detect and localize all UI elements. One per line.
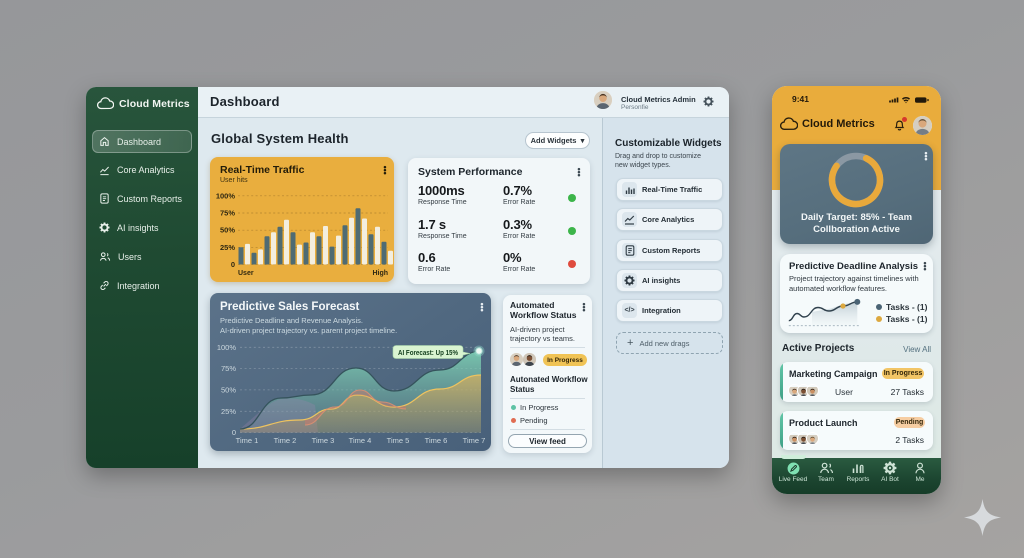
svg-text:50%: 50% xyxy=(220,226,235,235)
svg-text:25%: 25% xyxy=(221,407,236,416)
svg-text:0: 0 xyxy=(232,428,236,437)
svg-text:Time 2: Time 2 xyxy=(274,436,297,445)
svg-text:Time 4: Time 4 xyxy=(349,436,372,445)
svg-text:Time 7: Time 7 xyxy=(463,436,486,445)
svg-text:Time 5: Time 5 xyxy=(387,436,410,445)
svg-text:User: User xyxy=(238,270,254,277)
svg-text:High: High xyxy=(372,270,388,277)
svg-text:25%: 25% xyxy=(220,243,235,252)
svg-text:0: 0 xyxy=(231,260,235,269)
svg-text:100%: 100% xyxy=(216,191,236,200)
svg-text:75%: 75% xyxy=(221,364,236,373)
svg-text:Time 3: Time 3 xyxy=(312,436,335,445)
svg-text:Time 6: Time 6 xyxy=(425,436,448,445)
svg-text:Time 1: Time 1 xyxy=(236,436,259,445)
svg-text:50%: 50% xyxy=(221,386,236,395)
svg-text:75%: 75% xyxy=(220,209,235,218)
svg-text:100%: 100% xyxy=(217,343,237,352)
svg-text:AI Forecast: Up 15%: AI Forecast: Up 15% xyxy=(398,348,458,357)
